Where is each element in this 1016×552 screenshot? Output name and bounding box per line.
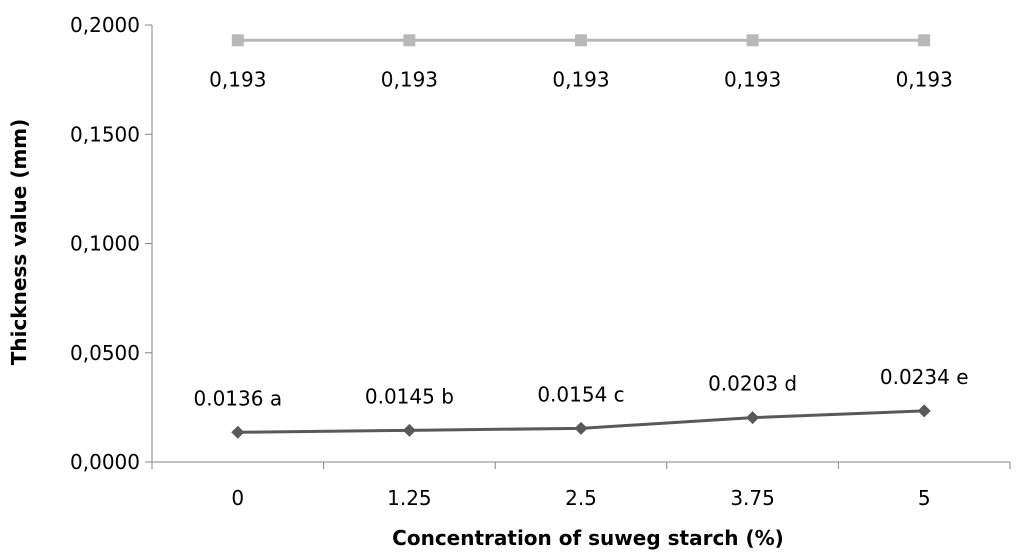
data-point-square — [403, 34, 416, 47]
series-layer — [231, 34, 931, 439]
data-point-diamond — [231, 425, 245, 439]
axes: 0,0000 0,0500 0,1000 0,1500 0,2000 0 1.25 2.5 3.… — [70, 13, 1011, 510]
data-point-square — [746, 34, 759, 47]
data-label: 0.0145 b — [365, 384, 454, 408]
data-point-square — [575, 34, 587, 47]
x-tick-label: 2.5 — [565, 486, 597, 510]
data-point-square — [918, 34, 931, 47]
data-point-square — [231, 34, 244, 47]
y-tick-label: 0,0500 — [70, 341, 140, 365]
data-label: 0.0136 a — [194, 386, 283, 410]
data-label: 0,193 — [209, 67, 266, 91]
data-label: 0.0154 c — [537, 382, 624, 406]
data-label: 0,193 — [896, 67, 953, 91]
x-tick-label: 3.75 — [730, 486, 775, 510]
data-point-diamond — [574, 421, 588, 435]
data-label: 0.0203 d — [708, 372, 797, 396]
y-tick-label: 0,1500 — [70, 122, 140, 146]
data-labels: 0,193 0,193 0,193 0,193 0,193 0.0136 a 0.0145 … — [194, 67, 969, 410]
x-tick-label: 0 — [231, 486, 244, 510]
data-label: 0,193 — [552, 67, 609, 91]
data-point-diamond — [402, 423, 416, 437]
data-point-diamond — [746, 411, 760, 425]
x-tick-label: 5 — [918, 486, 931, 510]
y-tick-label: 0,1000 — [70, 232, 140, 256]
data-label: 0.0234 e — [880, 365, 969, 389]
y-tick-label: 0,0000 — [70, 450, 140, 474]
y-tick-label: 0,2000 — [70, 13, 140, 37]
data-label: 0,193 — [724, 67, 781, 91]
y-axis-title: Thickness value (mm) — [7, 119, 31, 366]
x-tick-label: 1.25 — [387, 486, 432, 510]
data-label: 0,193 — [381, 67, 438, 91]
data-point-diamond — [917, 404, 931, 418]
x-axis-title: Concentration of suweg starch (%) — [392, 526, 784, 550]
